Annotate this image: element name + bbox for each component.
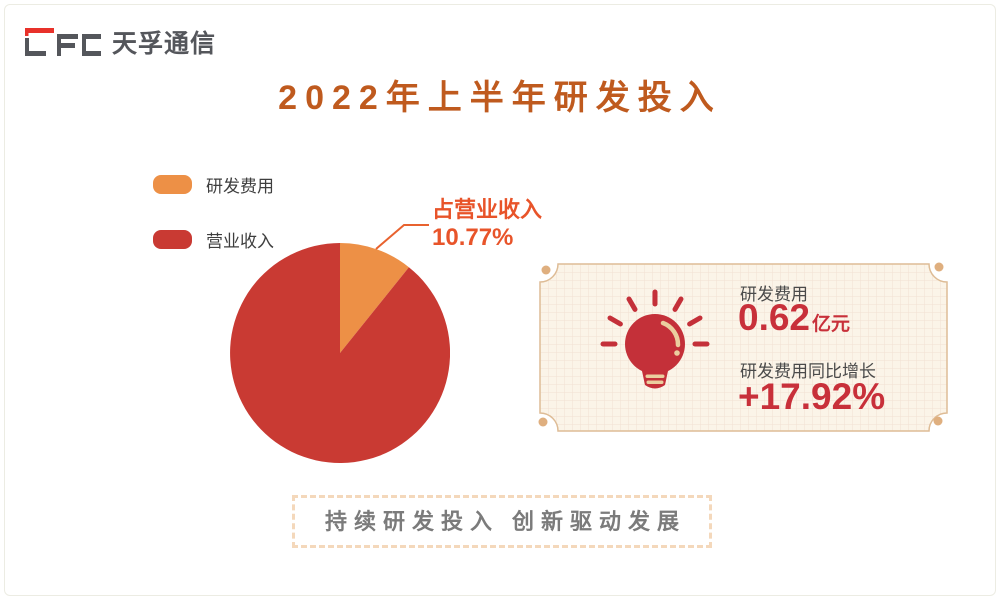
card-corner-dot: [933, 416, 943, 426]
legend-item-rd-expense: 研发费用: [153, 172, 274, 197]
stat2-value: +17.92%: [738, 376, 886, 417]
legend-swatch-red: [153, 230, 192, 249]
card-corner-dot: [541, 265, 551, 275]
stat1-unit: 亿元: [812, 314, 851, 335]
lightbulb-icon: [600, 289, 710, 389]
callout-percent: 10.77%: [432, 224, 514, 251]
stat2-label: 研发费用同比增长: [740, 362, 876, 381]
stat1-number: 0.62: [738, 297, 811, 338]
slogan-banner: 持续研发投入 创新驱动发展: [292, 495, 712, 548]
tfc-logo-icon: [25, 28, 101, 56]
pie-leader-line: [375, 224, 429, 250]
brand-logo: 天孚通信: [25, 24, 216, 60]
legend-item-revenue: 营业收入: [153, 227, 274, 252]
company-name: 天孚通信: [112, 30, 217, 58]
legend-label: 营业收入: [206, 232, 274, 251]
card-corner-dot: [538, 417, 548, 427]
legend-label: 研发费用: [206, 177, 274, 196]
chart-legend: 研发费用 营业收入: [153, 172, 274, 282]
legend-swatch-orange: [153, 175, 192, 194]
pie-slice-revenue: [230, 243, 450, 463]
card-corner-dot: [934, 262, 944, 272]
pie-callout: 占营业收入 10.77%: [432, 196, 542, 252]
stat1-value: 0.62 亿元: [738, 297, 850, 339]
callout-label: 占营业收入: [432, 197, 543, 222]
stat1-label: 研发费用: [740, 285, 808, 304]
card-background: [539, 263, 948, 432]
stat-card: [538, 262, 948, 432]
pie-chart: [230, 243, 450, 463]
pie-slice-rd-expense: [340, 243, 409, 353]
page-title: 2022年上半年研发投入: [278, 79, 722, 117]
